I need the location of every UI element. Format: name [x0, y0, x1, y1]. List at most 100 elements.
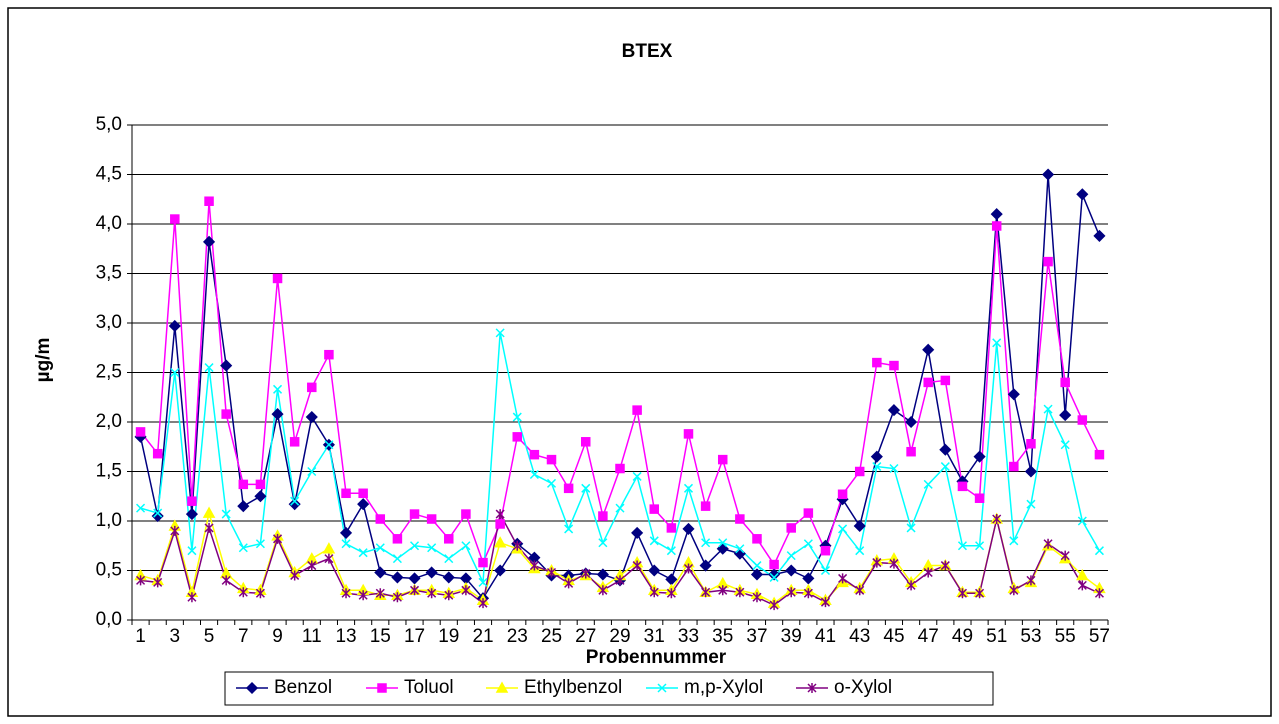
x-tick-label: 13 — [335, 626, 356, 647]
data-point — [564, 524, 574, 534]
data-point — [409, 509, 420, 519]
data-point — [512, 540, 522, 551]
data-point — [187, 546, 197, 556]
data-point — [255, 479, 266, 490]
data-point — [324, 349, 334, 360]
data-point — [991, 221, 1002, 231]
data-point — [718, 538, 728, 548]
data-point — [648, 564, 661, 577]
data-point — [752, 592, 762, 603]
legend-box — [224, 671, 994, 706]
data-point — [221, 509, 231, 519]
x-tick-label: 47 — [918, 626, 939, 647]
data-point — [202, 235, 216, 248]
data-point — [529, 449, 540, 460]
data-point — [820, 597, 831, 608]
data-point — [426, 514, 437, 524]
data-point — [409, 585, 420, 596]
data-point — [546, 478, 557, 488]
data-point — [682, 522, 695, 535]
legend-marker — [245, 681, 259, 695]
data-point — [957, 588, 967, 599]
data-point — [632, 471, 642, 481]
data-point — [957, 481, 968, 492]
x-tick-label: 53 — [1020, 626, 1041, 647]
data-point — [581, 568, 591, 579]
data-point — [358, 590, 368, 601]
x-tick-label: 19 — [438, 626, 459, 647]
data-point — [392, 554, 402, 564]
data-point — [307, 382, 317, 393]
data-point — [255, 588, 265, 599]
x-tick-label: 39 — [781, 626, 802, 647]
data-point — [598, 538, 608, 548]
data-point — [1060, 440, 1070, 450]
data-point — [683, 563, 694, 574]
x-tick-label: 37 — [746, 626, 767, 647]
y-tick-label: 0,0 — [96, 609, 122, 630]
data-point — [854, 466, 865, 477]
data-point — [1042, 168, 1055, 181]
data-point — [427, 588, 437, 599]
x-tick-label: 57 — [1089, 626, 1110, 647]
data-point — [273, 384, 283, 394]
data-point — [495, 328, 505, 338]
data-point — [906, 446, 916, 457]
data-point — [923, 567, 933, 578]
data-point — [889, 463, 899, 474]
y-tick-label: 2,5 — [96, 362, 122, 383]
x-tick-label: 15 — [370, 626, 391, 647]
data-point — [375, 543, 385, 553]
x-tick-label: 29 — [609, 626, 630, 647]
data-point — [581, 437, 591, 447]
data-point — [923, 479, 933, 489]
data-point — [1043, 404, 1053, 414]
data-point — [495, 519, 505, 529]
data-point — [870, 450, 883, 463]
data-point — [838, 524, 848, 534]
data-point — [700, 501, 711, 511]
x-tick-label: 31 — [644, 626, 665, 647]
data-point — [922, 343, 935, 356]
data-point — [461, 541, 471, 551]
data-point — [855, 546, 865, 556]
data-point — [649, 587, 659, 598]
data-point — [494, 564, 507, 577]
legend-label: Toluol — [404, 677, 454, 698]
data-point — [973, 450, 986, 463]
data-point — [1094, 449, 1105, 460]
data-point — [220, 359, 233, 372]
data-point — [752, 534, 762, 544]
legend-label: m,p-Xylol — [684, 677, 763, 698]
data-point — [1026, 499, 1036, 509]
data-point — [339, 526, 353, 539]
data-point — [872, 357, 882, 368]
data-point — [238, 479, 249, 490]
data-point — [905, 415, 918, 429]
data-point — [546, 454, 557, 465]
data-point — [939, 443, 952, 456]
data-point — [683, 429, 694, 439]
data-point — [769, 559, 779, 570]
data-point — [153, 508, 163, 518]
data-point — [717, 454, 728, 465]
x-tick-label: 5 — [204, 626, 215, 647]
legend-label: Ethylbenzol — [524, 677, 622, 698]
x-tick-label: 7 — [238, 626, 249, 647]
data-point — [853, 519, 866, 533]
data-point — [478, 557, 488, 568]
data-point — [802, 572, 815, 585]
data-point — [135, 427, 146, 437]
data-point — [992, 514, 1002, 525]
legend-marker — [377, 683, 387, 693]
data-point — [563, 483, 574, 494]
x-tick-label: 45 — [883, 626, 904, 647]
data-point — [512, 432, 523, 442]
data-point — [1043, 538, 1053, 549]
data-point — [512, 412, 522, 422]
y-tick-label: 1,0 — [96, 510, 122, 531]
data-point — [768, 568, 781, 581]
chart-frame — [7, 7, 1272, 717]
data-point — [990, 208, 1003, 221]
data-point — [170, 214, 180, 224]
